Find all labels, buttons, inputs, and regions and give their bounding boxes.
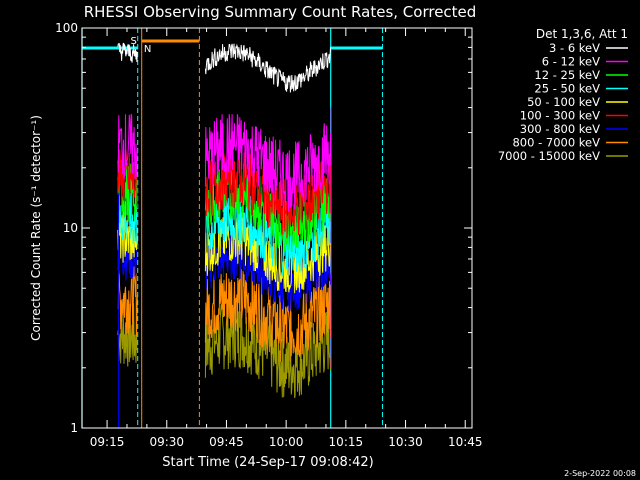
- legend-label: 100 - 300 keV: [520, 109, 600, 123]
- x-tick-label: 10:15: [329, 435, 364, 449]
- marker-s-label: S: [131, 36, 137, 47]
- y-tick-label: 100: [55, 21, 78, 35]
- y-tick-label: 10: [63, 221, 78, 235]
- legend-label: 50 - 100 keV: [527, 95, 600, 109]
- y-axis-label: Corrected Count Rate (s⁻¹ detector⁻¹): [29, 115, 43, 341]
- x-tick-label: 10:30: [388, 435, 423, 449]
- x-tick-label: 10:45: [448, 435, 483, 449]
- legend-header: Det 1,3,6, Att 1: [536, 27, 628, 41]
- marker-n-label: N: [144, 44, 151, 55]
- y-tick-label: 1: [70, 421, 78, 435]
- series-5-line: [117, 214, 331, 294]
- footer-date: 2-Sep-2022 00:08: [564, 469, 636, 478]
- chart-title: RHESSI Observing Summary Count Rates, Co…: [84, 3, 477, 21]
- x-tick-label: 09:30: [149, 435, 184, 449]
- legend-label: 6 - 12 keV: [542, 55, 600, 69]
- legend-label: 3 - 6 keV: [549, 41, 600, 55]
- x-tick-label: 09:15: [90, 435, 125, 449]
- x-tick-label: 10:00: [269, 435, 304, 449]
- legend-label: 300 - 800 keV: [520, 122, 600, 136]
- legend-label: 25 - 50 keV: [534, 82, 600, 96]
- series-1-line: [117, 42, 331, 93]
- legend-label: 7000 - 15000 keV: [498, 149, 600, 163]
- series-6-line: [117, 148, 331, 239]
- series-8-line: [117, 264, 331, 362]
- legend-label: 12 - 25 keV: [534, 68, 600, 82]
- series-2-line: [117, 113, 331, 212]
- legend-label: 800 - 7000 keV: [512, 136, 600, 150]
- x-tick-label: 09:45: [209, 435, 244, 449]
- x-axis-label: Start Time (24-Sep-17 09:08:42): [162, 455, 373, 470]
